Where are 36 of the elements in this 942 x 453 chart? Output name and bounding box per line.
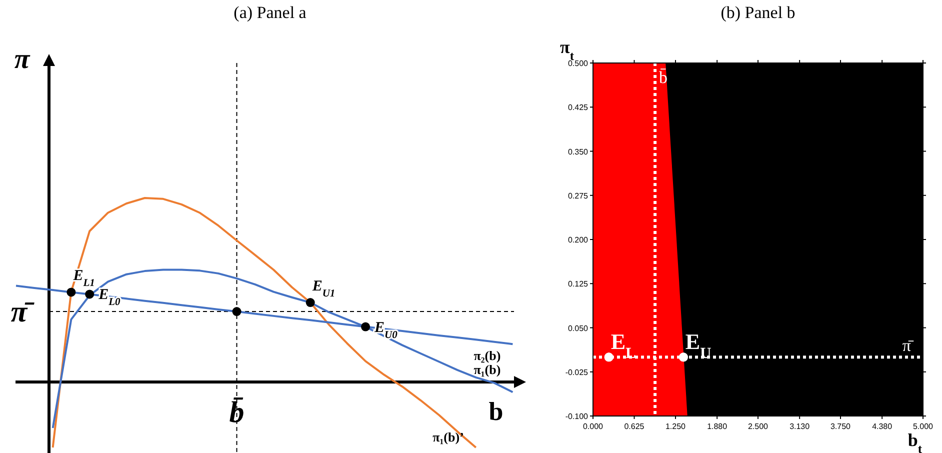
y-tick-label: 0.200 — [568, 236, 589, 244]
ref-line-label: π̄ — [902, 336, 914, 356]
x-tick-label: 0.625 — [624, 422, 645, 431]
series-label: π₁(b) — [474, 362, 501, 378]
point — [232, 307, 242, 316]
chart-title: (b) Panel b — [720, 3, 796, 22]
y-tick-label: 0.125 — [568, 280, 589, 289]
point — [361, 322, 370, 332]
series-label: π₁(b)’ — [432, 430, 464, 445]
y-tick-label: -0.100 — [565, 412, 589, 421]
x-tick-label: 2.500 — [748, 422, 769, 431]
y-tick-label: 0.425 — [568, 103, 589, 112]
x-axis-title: b$_{t}$ — [908, 430, 923, 453]
point — [85, 290, 94, 299]
x-tick-label: 1.250 — [665, 422, 686, 431]
point — [306, 298, 315, 308]
ref-line-label: b̄ — [659, 68, 668, 87]
x-tick-label: 1.880 — [707, 422, 728, 431]
y-tick-label: 0.050 — [568, 324, 589, 333]
series-label: π₂(b) — [474, 348, 501, 364]
y-tick-label: 0.500 — [568, 59, 589, 68]
x-tick-label: 5.000 — [912, 422, 934, 431]
x-tick-label: 3.750 — [830, 422, 852, 431]
x-tick-label: 4.380 — [872, 422, 893, 431]
chart-title: (a) Panel a — [234, 3, 307, 22]
x-axis-title: b — [488, 397, 504, 426]
y-tick-label: 0.275 — [568, 191, 589, 200]
ref-line-label: π̄ — [10, 296, 36, 329]
y-tick-label: 0.350 — [568, 147, 589, 156]
annotation: b̄ — [229, 396, 244, 429]
y-tick-label: -0.025 — [565, 368, 589, 377]
x-tick-label: 3.130 — [790, 422, 810, 431]
point — [66, 288, 76, 297]
series-label: E$_{U1}$ — [311, 278, 336, 300]
y-axis-title: π — [14, 44, 30, 75]
x-tick-label: 0.000 — [582, 422, 604, 431]
